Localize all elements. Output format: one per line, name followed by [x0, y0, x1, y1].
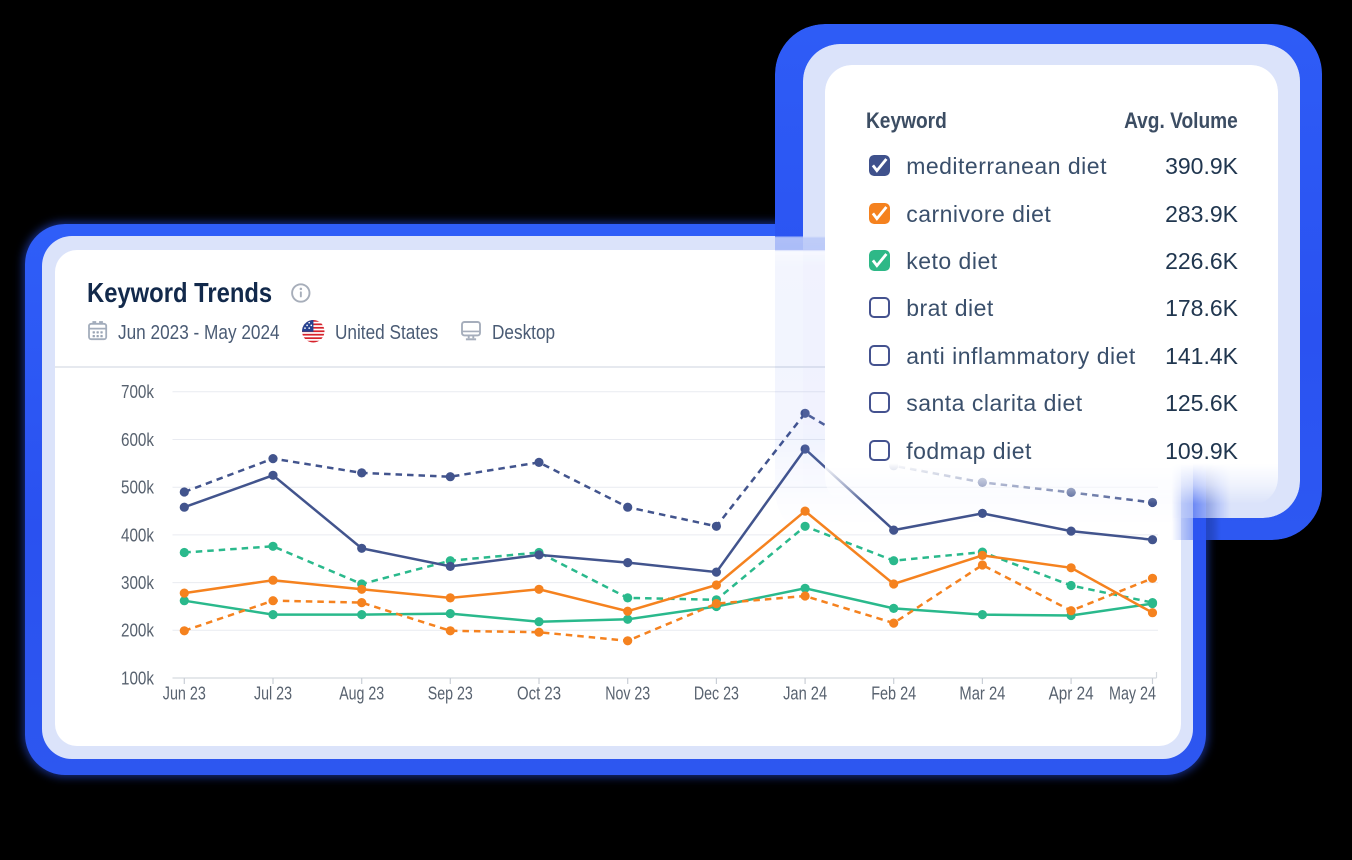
- svg-text:400k: 400k: [121, 525, 155, 545]
- svg-text:300k: 300k: [121, 573, 155, 593]
- svg-text:200k: 200k: [121, 621, 155, 641]
- svg-text:Jun 23: Jun 23: [163, 684, 206, 704]
- svg-text:Feb 24: Feb 24: [871, 684, 916, 704]
- svg-text:600k: 600k: [121, 430, 155, 450]
- svg-text:Dec 23: Dec 23: [694, 684, 739, 704]
- svg-text:Oct 23: Oct 23: [517, 684, 561, 704]
- svg-text:500k: 500k: [121, 478, 155, 498]
- svg-text:Sep 23: Sep 23: [428, 684, 473, 704]
- svg-text:Aug 23: Aug 23: [339, 684, 384, 704]
- svg-text:Jan 24: Jan 24: [783, 684, 827, 704]
- svg-text:May 24: May 24: [1109, 684, 1156, 704]
- svg-text:Nov 23: Nov 23: [605, 684, 650, 704]
- svg-text:Apr 24: Apr 24: [1049, 684, 1094, 704]
- svg-text:700k: 700k: [121, 382, 155, 402]
- svg-text:Jul 23: Jul 23: [254, 684, 292, 704]
- svg-text:100k: 100k: [121, 668, 155, 688]
- svg-text:Mar 24: Mar 24: [959, 684, 1005, 704]
